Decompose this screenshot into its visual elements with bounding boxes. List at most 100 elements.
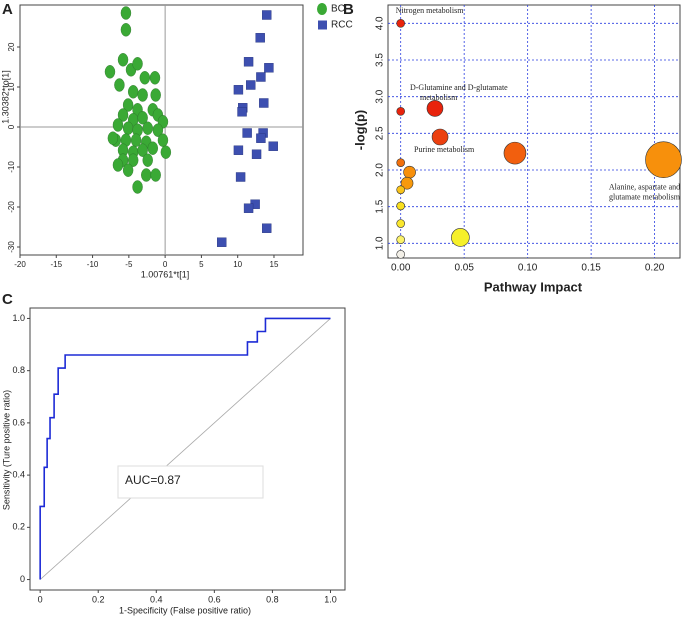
pathway-bubble — [396, 250, 405, 259]
y-tick-label: 1.0 — [375, 236, 386, 250]
bc-point — [157, 133, 169, 147]
bc-point — [150, 168, 161, 182]
pathway-bubble — [396, 107, 405, 116]
bc-point — [137, 88, 148, 102]
bc-point — [122, 121, 134, 135]
y-tick-label: 3.5 — [375, 53, 386, 67]
pathway-bubble — [396, 19, 405, 28]
y-tick-label: 10 — [7, 82, 16, 91]
y-tick-label: 0.4 — [12, 469, 25, 479]
plot-frame — [19, 4, 304, 256]
y-tick-label: 0.6 — [12, 417, 25, 427]
y-axis-label: Sensitivity (Ture positive ratio) — [1, 390, 11, 510]
legend-label: BC — [331, 4, 345, 15]
x-tick-label: -5 — [125, 260, 133, 269]
x-axis-label: 1-Specificity (False positive ratio) — [119, 605, 251, 615]
pathway-annotation: D-Glutamine and D-glutamate — [410, 83, 508, 92]
pathway-bubble — [396, 235, 405, 244]
pathway-annotation: metabolism — [420, 93, 458, 102]
rcc-point — [256, 72, 266, 82]
y-axis-label: 1.30382*to[1] — [0, 70, 10, 124]
rcc-point — [262, 10, 272, 20]
x-tick-label: -20 — [14, 260, 26, 269]
x-tick-label: 0 — [163, 260, 168, 269]
auc-box — [117, 465, 264, 499]
y-axis-label: -log(p) — [352, 110, 367, 150]
bc-point — [141, 168, 152, 182]
pathway-bubble — [396, 158, 405, 167]
x-tick-label: 0.00 — [391, 263, 411, 274]
bc-point — [127, 85, 139, 99]
bc-point — [149, 71, 161, 85]
x-tick-label: 15 — [270, 260, 279, 269]
x-tick-label: 10 — [233, 260, 242, 269]
y-tick-label: 0.2 — [12, 522, 25, 532]
bc-point — [160, 145, 172, 159]
y-tick-label: 2.5 — [375, 126, 386, 140]
legend-marker — [318, 20, 327, 30]
x-tick-label: 0.15 — [581, 263, 601, 274]
x-tick-label: 0.4 — [150, 594, 163, 604]
rcc-point — [233, 145, 244, 155]
y-tick-label: -30 — [7, 241, 16, 253]
bc-point — [120, 23, 132, 37]
panel-letter: A — [2, 1, 13, 18]
y-tick-label: 1.5 — [375, 199, 386, 213]
auc-label: AUC=0.87 — [125, 473, 181, 487]
pathway-bubble — [396, 185, 405, 195]
x-tick-label: -15 — [51, 260, 63, 269]
pathway-bubble — [396, 201, 405, 211]
rcc-point — [259, 98, 269, 108]
rcc-point — [256, 133, 266, 143]
bc-point — [132, 57, 143, 71]
rcc-point — [217, 237, 227, 247]
bc-point — [137, 111, 148, 125]
pathway-bubble — [645, 141, 682, 179]
y-tick-label: 4.0 — [375, 16, 386, 30]
pathway-bubble — [426, 100, 444, 117]
pathway-bubble — [400, 176, 414, 190]
x-tick-label: 0.05 — [454, 263, 474, 274]
rcc-point — [235, 172, 246, 182]
rcc-point — [255, 33, 265, 43]
reference-diagonal — [39, 318, 331, 580]
bc-point — [132, 180, 143, 194]
pathway-bubble — [451, 228, 470, 247]
y-tick-label: 1.0 — [12, 313, 25, 323]
rcc-point — [246, 80, 256, 90]
pathway-bubble — [503, 141, 527, 165]
x-axis-label: 1.00761*t[1] — [141, 269, 190, 279]
x-tick-label: 0.10 — [518, 263, 538, 274]
pathway-annotation: Nitrogen metabolism — [396, 6, 465, 15]
pathway-bubble — [403, 165, 416, 179]
rcc-point — [268, 141, 278, 151]
bc-point — [142, 121, 153, 135]
panel-letter: C — [2, 291, 13, 308]
x-axis-label: Pathway Impact — [484, 279, 583, 294]
bc-point — [117, 108, 129, 122]
x-tick-label: 0.20 — [645, 263, 665, 274]
rcc-point — [233, 85, 244, 95]
y-tick-label: 20 — [7, 42, 16, 51]
x-tick-label: 0.6 — [208, 594, 221, 604]
bc-point — [117, 53, 129, 67]
y-tick-label: 0 — [7, 124, 16, 129]
legend-marker — [317, 3, 327, 15]
legend-label: RCC — [331, 20, 353, 31]
bc-point — [122, 163, 134, 177]
x-tick-label: 0.8 — [266, 594, 279, 604]
x-tick-label: -10 — [87, 260, 99, 269]
pathway-annotation: glutamate metabolism — [609, 193, 681, 202]
plot-frame — [29, 307, 346, 591]
y-tick-label: 2.0 — [375, 163, 386, 177]
bc-point — [114, 78, 125, 92]
rcc-point — [264, 63, 274, 73]
y-tick-label: 3.0 — [375, 89, 386, 103]
plot-frame — [387, 4, 681, 259]
bc-point — [112, 118, 124, 132]
rcc-point — [242, 128, 252, 138]
rcc-point — [237, 107, 247, 117]
bc-point — [127, 153, 139, 167]
